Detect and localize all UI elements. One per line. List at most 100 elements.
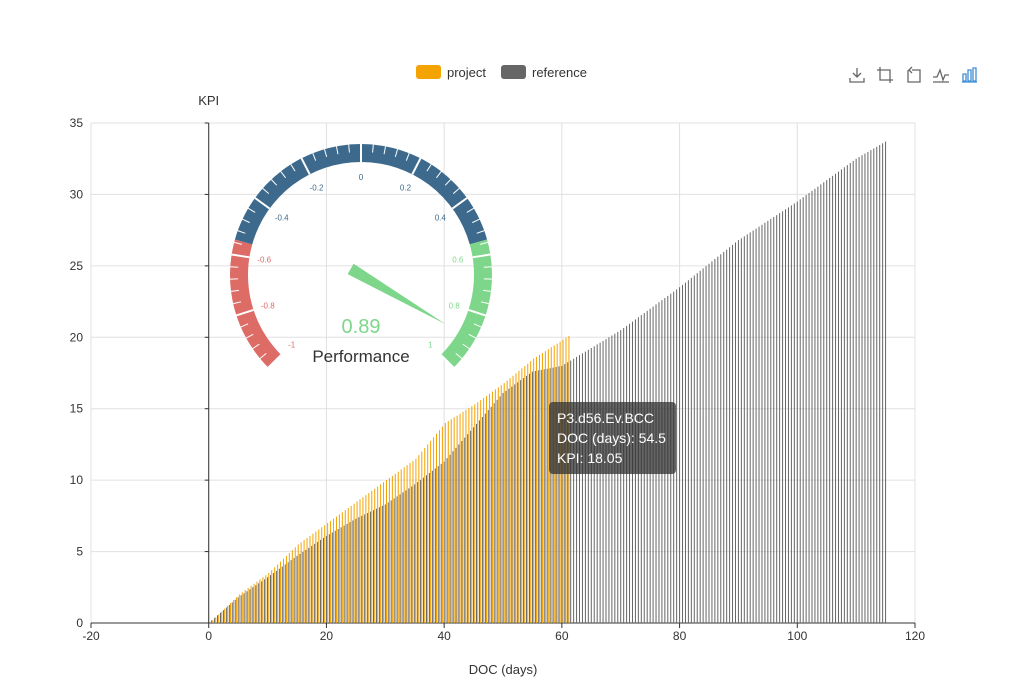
legend-swatch-project bbox=[416, 65, 441, 79]
gauge-tick-label: 0.4 bbox=[435, 213, 447, 222]
line-chart-icon[interactable] bbox=[930, 64, 952, 86]
gauge-tick bbox=[372, 144, 374, 153]
gauge-tick bbox=[300, 157, 311, 175]
y-axis-title: KPI bbox=[198, 93, 219, 108]
gauge-tick bbox=[482, 289, 492, 292]
gauge-tick bbox=[230, 289, 240, 292]
gauge-tick bbox=[462, 343, 470, 350]
gauge-tick bbox=[240, 323, 249, 328]
gauge-tick bbox=[468, 308, 486, 317]
gauge-value: 0.89 bbox=[342, 316, 381, 338]
x-axis-title: DOC (days) bbox=[469, 662, 538, 677]
gauge-title: Performance bbox=[312, 347, 409, 366]
gauge-tick bbox=[455, 353, 463, 359]
gauge-tick bbox=[247, 207, 256, 213]
gauge-tick bbox=[411, 157, 422, 175]
gauge-pointer bbox=[347, 263, 446, 325]
series-project bbox=[212, 335, 570, 623]
x-tick-label: 20 bbox=[320, 629, 334, 643]
tooltip-doc: DOC (days): 54.5 bbox=[557, 430, 666, 446]
gauge-band-0 bbox=[230, 239, 282, 368]
gauge-tick bbox=[254, 197, 271, 210]
gauge-tick bbox=[435, 171, 442, 179]
chart-tooltip: P3.d56.Ev.BCC DOC (days): 54.5 KPI: 18.0… bbox=[549, 402, 676, 474]
gauge-tick bbox=[267, 354, 282, 369]
legend-item-reference[interactable]: reference bbox=[501, 62, 587, 82]
gauge-tick bbox=[262, 187, 270, 195]
zoom-reset-icon[interactable] bbox=[902, 64, 924, 86]
y-tick-label: 30 bbox=[70, 187, 84, 201]
x-tick-label: 80 bbox=[673, 629, 687, 643]
gauge-tick bbox=[245, 333, 254, 339]
legend-item-project[interactable]: project bbox=[416, 62, 486, 82]
gauge-tick-label: 0.2 bbox=[400, 184, 412, 193]
y-tick-label: 0 bbox=[76, 616, 83, 630]
gauge-tick bbox=[483, 266, 492, 268]
gauge-tick bbox=[472, 218, 480, 224]
x-tick-label: -20 bbox=[82, 629, 100, 643]
gauge-tick bbox=[236, 308, 254, 317]
y-tick-label: 15 bbox=[70, 402, 84, 416]
gauge-tick-label: -1 bbox=[288, 340, 296, 349]
gauge-tick bbox=[444, 179, 452, 186]
gauge-tick bbox=[233, 241, 242, 245]
x-tick-label: 100 bbox=[787, 629, 807, 643]
gauge-tick-label: -0.6 bbox=[257, 256, 271, 265]
gauge-tick bbox=[383, 146, 387, 155]
gauge-tick bbox=[472, 253, 491, 259]
gauge-tick bbox=[280, 171, 287, 179]
x-tick-label: 120 bbox=[905, 629, 925, 643]
x-tick-label: 0 bbox=[205, 629, 212, 643]
gauge-tick bbox=[480, 301, 489, 305]
gauge-tick bbox=[452, 187, 460, 195]
gauge-tick-label: 0.6 bbox=[452, 256, 464, 265]
gauge-tick bbox=[233, 301, 242, 305]
x-tick-label: 40 bbox=[437, 629, 451, 643]
gauge-tick bbox=[468, 333, 477, 339]
zoom-icon[interactable] bbox=[874, 64, 896, 86]
download-icon[interactable] bbox=[846, 64, 868, 86]
gauge-tick bbox=[405, 153, 410, 161]
gauge-tick bbox=[426, 164, 432, 172]
gauge-tick bbox=[323, 149, 328, 158]
gauge-band-2 bbox=[440, 239, 492, 368]
y-tick-label: 20 bbox=[70, 330, 84, 344]
series-reference bbox=[211, 141, 887, 623]
gauge-tick-label: -0.8 bbox=[261, 301, 275, 310]
gauge-tick bbox=[290, 164, 296, 172]
y-tick-label: 5 bbox=[76, 545, 83, 559]
gauge-tick bbox=[335, 146, 339, 155]
gauge-tick-label: 0 bbox=[359, 173, 364, 182]
gauge-tick bbox=[252, 343, 260, 350]
gauge-tick bbox=[237, 230, 246, 234]
gauge-tick bbox=[348, 144, 350, 153]
legend-swatch-reference bbox=[501, 65, 526, 79]
y-tick-label: 35 bbox=[70, 116, 84, 130]
legend-label-reference: reference bbox=[532, 64, 587, 80]
gauge-tick bbox=[231, 253, 250, 259]
y-tick-label: 10 bbox=[70, 473, 84, 487]
toolbox bbox=[846, 64, 982, 88]
gauge-tick bbox=[473, 323, 482, 328]
tooltip-title: P3.d56.Ev.BCC bbox=[557, 410, 655, 426]
gauge-tick-label: 0.8 bbox=[449, 301, 461, 310]
gauge-tick bbox=[259, 353, 267, 359]
x-tick-label: 60 bbox=[555, 629, 569, 643]
tooltip-kpi: KPI: 18.05 bbox=[557, 450, 623, 466]
gauge-tick bbox=[440, 354, 455, 369]
gauge-band-1 bbox=[234, 144, 488, 245]
gauge-tick-label: 1 bbox=[428, 340, 433, 349]
gauge-tick bbox=[270, 179, 278, 186]
gauge-tick bbox=[312, 153, 317, 161]
bar-chart-icon[interactable] bbox=[958, 64, 980, 86]
gauge-tick-label: -0.2 bbox=[310, 184, 324, 193]
gauge-tick bbox=[466, 207, 475, 213]
gauge-tick bbox=[480, 241, 489, 245]
gauge-tick bbox=[242, 218, 250, 224]
legend-label-project: project bbox=[447, 64, 487, 80]
legend: project reference bbox=[0, 62, 1024, 84]
gauge-tick-label: -0.4 bbox=[275, 213, 289, 222]
y-tick-label: 25 bbox=[70, 259, 84, 273]
